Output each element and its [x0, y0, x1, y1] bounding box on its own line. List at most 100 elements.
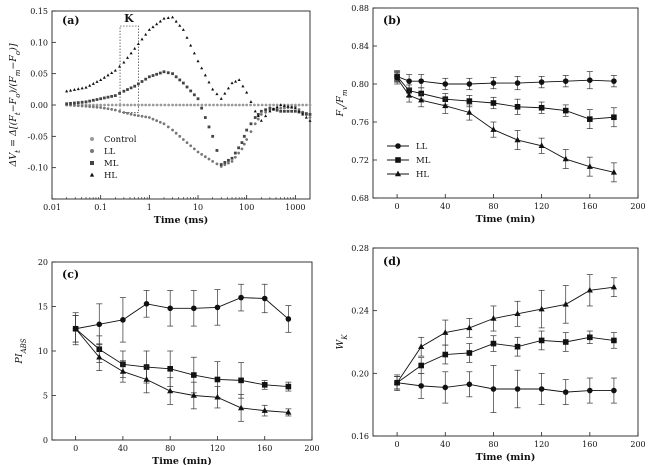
x-tick-label: 160 — [582, 440, 597, 449]
data-point — [226, 86, 230, 90]
data-point — [245, 90, 249, 94]
y-tick-label: 0.76 — [351, 118, 369, 127]
data-point — [538, 142, 545, 148]
data-point — [286, 109, 290, 113]
data-point — [91, 98, 95, 102]
y-tick-label: 0.88 — [351, 4, 369, 13]
x-tick-label: 100 — [239, 203, 254, 212]
data-point — [191, 305, 197, 312]
data-point — [418, 96, 425, 103]
data-point — [211, 160, 215, 163]
y-tick-label: 20 — [38, 258, 48, 267]
x-tick-label: 0 — [395, 202, 400, 211]
data-point — [587, 334, 593, 341]
panel-label: (b) — [383, 14, 401, 27]
data-point — [88, 99, 92, 103]
panel-label: (d) — [383, 255, 401, 268]
data-point — [264, 110, 268, 114]
x-tick-label: 0.01 — [43, 203, 61, 212]
data-point — [418, 343, 425, 349]
data-point — [304, 103, 308, 107]
legend: LL ML HL — [387, 142, 431, 180]
panel-3: 0 40 80 120 160 200 0 5 10 15 20 Time (min) PIABS (c) — [14, 258, 320, 465]
label-part: o — [14, 94, 22, 98]
data-point — [264, 108, 268, 112]
data-point — [223, 103, 227, 107]
data-point — [418, 78, 424, 84]
data-point — [171, 15, 175, 19]
data-point — [259, 118, 263, 122]
data-point — [586, 163, 593, 169]
data-point — [143, 301, 150, 307]
series-hl — [65, 15, 312, 122]
data-point — [234, 79, 238, 83]
data-point — [84, 100, 88, 104]
data-point — [158, 71, 162, 75]
data-point — [253, 116, 257, 119]
x-tick-label: 0 — [73, 444, 78, 453]
data-point — [140, 37, 144, 41]
data-point — [261, 382, 268, 388]
data-point — [230, 160, 234, 163]
data-point — [442, 351, 449, 358]
data-point — [466, 81, 473, 87]
data-point — [611, 114, 617, 121]
data-point — [261, 407, 268, 413]
data-point — [129, 86, 133, 90]
data-point — [301, 112, 305, 116]
legend-label: LL — [416, 142, 428, 152]
legend-label: Control — [104, 135, 137, 145]
data-point — [611, 78, 617, 84]
data-point — [65, 102, 69, 106]
y-tick-label: 0.68 — [351, 194, 369, 203]
data-point — [538, 104, 545, 111]
data-point — [238, 103, 241, 107]
data-point — [174, 131, 178, 135]
x-tick-label: 0 — [395, 440, 400, 449]
legend-marker — [90, 137, 94, 141]
label-part: t — [14, 150, 22, 153]
data-point — [490, 126, 497, 132]
data-point — [88, 105, 92, 108]
data-point — [207, 80, 211, 84]
data-point — [72, 88, 76, 91]
legend-label: HL — [416, 170, 429, 180]
data-point — [118, 92, 122, 95]
data-point — [214, 304, 221, 311]
data-point — [69, 101, 72, 105]
data-point — [538, 386, 545, 392]
data-point — [162, 122, 166, 126]
data-point — [147, 116, 151, 119]
data-point — [167, 387, 174, 394]
data-point — [189, 43, 193, 47]
data-point — [159, 103, 163, 107]
data-point — [261, 295, 268, 302]
legend-marker — [89, 172, 95, 177]
data-point — [84, 104, 88, 108]
data-point — [144, 103, 148, 107]
data-point — [95, 103, 99, 107]
x-tick-label: 80 — [488, 440, 498, 449]
data-point — [207, 157, 211, 161]
data-point — [586, 286, 593, 293]
data-point — [174, 103, 178, 107]
data-point — [223, 161, 227, 164]
data-point — [144, 32, 148, 36]
data-point — [136, 82, 140, 86]
y-tick-label: 0.84 — [351, 42, 369, 51]
x-tick-label: 120 — [210, 444, 225, 453]
data-point — [214, 376, 221, 383]
data-point — [129, 51, 133, 55]
data-point — [110, 71, 114, 75]
series-ll — [72, 283, 292, 346]
data-point — [122, 111, 126, 114]
data-point — [174, 75, 178, 79]
legend-marker — [394, 170, 402, 177]
data-point — [293, 106, 297, 110]
data-point — [122, 89, 126, 93]
data-point — [155, 72, 159, 76]
plot-frame — [372, 7, 639, 199]
data-point — [271, 107, 276, 111]
data-point — [514, 104, 521, 110]
